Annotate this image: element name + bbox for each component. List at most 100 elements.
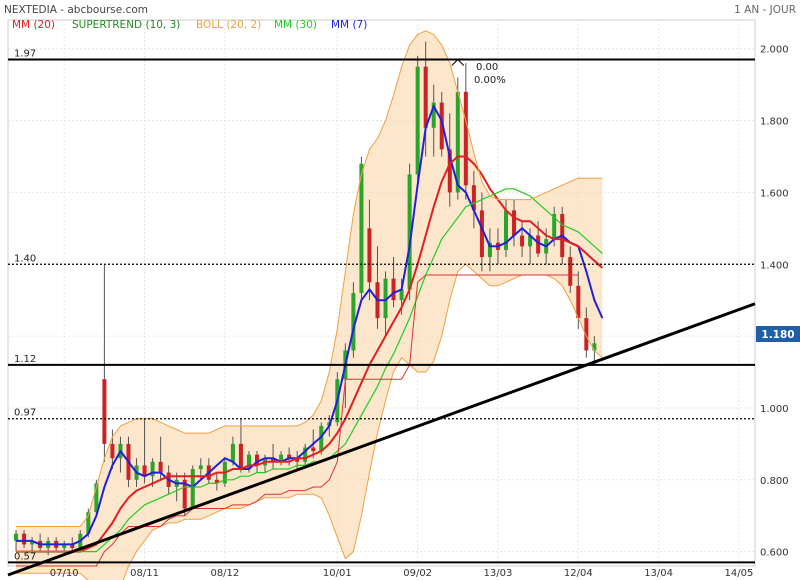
candle [102,264,107,462]
mm20-line [16,155,604,553]
chart-period: 1 AN - JOUR [734,4,796,16]
candle-body [487,242,492,258]
price-level-layer: 1.97 1.40 1.12 0.97 0.57 [7,49,756,577]
candle [455,77,460,200]
candle-body [182,479,187,509]
candle-body [311,447,316,452]
candle [182,472,187,516]
price-level-label: 0.57 [14,551,36,562]
y-tick-label: 1.800 [760,117,789,128]
candle-body [576,285,581,319]
y-tick-label: 2.000 [760,45,789,56]
candle-body [230,443,235,462]
candle-body [319,425,324,452]
candle [319,422,324,455]
candle-body [70,544,75,549]
candle-body [455,91,460,193]
candle [230,436,235,466]
candle-body [14,533,19,541]
candle [431,84,436,157]
x-tick-label: 12/04 [564,568,593,579]
candle-body [359,163,364,293]
x-tick-label: 13/03 [484,568,513,579]
x-tick-label: 13/04 [644,568,673,579]
candle [471,170,476,229]
candle [407,163,412,301]
candle-body [142,465,147,477]
candle-body [295,458,300,462]
candle-body [86,512,91,534]
candle [271,443,276,470]
candle-body [512,210,517,236]
candle-body [503,210,509,250]
mm7-line [16,105,604,546]
x-tick-label: 08/11 [130,568,159,579]
fib-value-label: 0.00 [476,62,498,73]
candle [303,443,308,466]
candle-body [158,461,163,473]
candle-body [391,278,396,301]
candle-body [463,91,468,186]
y-tick-label: 1.400 [760,260,789,271]
candle [383,271,388,337]
x-tick-label: 14/05 [725,568,754,579]
candle-body [407,174,412,290]
candle-body [415,66,420,175]
y-tick-label: 0.600 [760,548,789,559]
fib-pct-label: 0.00% [474,75,506,86]
candle [584,307,589,358]
candle-body [471,185,476,211]
candle-body [592,343,597,351]
candle [279,451,284,466]
candle-body [214,479,219,484]
y-tick-label: 1.600 [760,188,789,199]
candle-body [303,447,308,462]
candle [367,199,372,301]
candle-body [102,379,107,444]
candle-body [351,293,356,351]
candle [423,41,428,157]
support-trendline [7,302,756,577]
candle-body [150,461,155,477]
chart-title: NEXTEDIA - abcbourse.com [4,4,148,16]
candle-body [528,235,533,247]
candle [415,55,420,186]
x-tick-label: 10/01 [323,568,352,579]
candle [391,257,396,308]
candle-body [190,469,195,509]
candle-body [584,318,589,351]
y-tick-label: 1.000 [760,404,789,415]
candle-body [479,210,484,258]
candle [479,192,484,272]
candle [351,282,356,358]
candle [359,156,364,301]
legend-mm20: MM (20) [12,19,55,31]
fib-marker [451,58,465,66]
candle-body [62,544,67,549]
candle [520,221,525,258]
candle-body [423,66,428,128]
x-tick-label: 08/12 [210,568,239,579]
candle-body [447,149,452,193]
candle-body [399,289,404,301]
candle-body [367,228,372,283]
candle-body [383,278,388,319]
last-price-label: 1.180 [761,329,794,341]
candle-body [439,102,444,150]
candle-body [22,533,27,545]
candle [512,199,517,247]
supertrend-line [16,274,579,567]
price-level-label: 1.40 [14,253,36,264]
plot-area-border [7,19,756,567]
candle [30,537,35,552]
last-price-badge [756,326,800,342]
candle-body [30,540,35,545]
legend-boll: BOLL (20, 2) [196,19,261,31]
candle-body [198,465,203,470]
legend-mm30: MM (30) [274,19,317,31]
candle-body [287,454,292,459]
price-level-label: 1.97 [14,49,36,60]
candle-body [254,454,260,466]
